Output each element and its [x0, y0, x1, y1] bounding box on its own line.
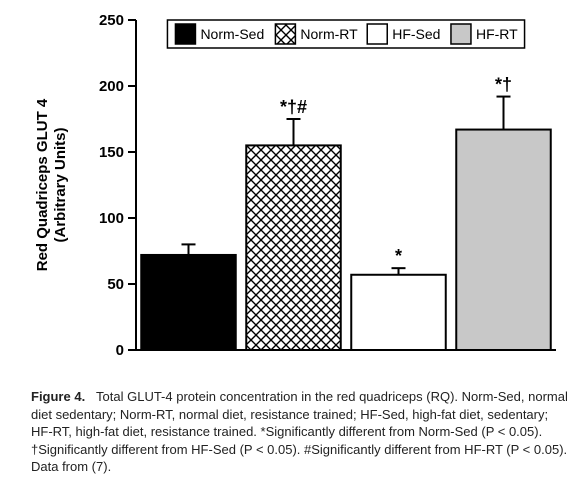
figure-caption: Figure 4. Total GLUT-4 protein concentra… — [31, 388, 571, 476]
annot-Norm-RT: *†# — [280, 97, 307, 117]
svg-text:(Arbitrary Units): (Arbitrary Units) — [52, 127, 69, 242]
svg-text:50: 50 — [107, 276, 124, 293]
legend-swatch — [175, 24, 195, 44]
bar-chart: 0 50 100 150 200 250 Red Quadriceps GLUT 4(Arb… — [31, 10, 571, 380]
chart-container: 0 50 100 150 200 250 Red Quadriceps GLUT 4(Arb… — [31, 10, 571, 380]
bar-Norm-Sed — [141, 255, 236, 350]
svg-text:150: 150 — [99, 144, 124, 161]
legend-swatch — [275, 24, 295, 44]
bar-HF-Sed — [351, 275, 446, 350]
legend-label: HF-RT — [476, 26, 518, 42]
svg-text:100: 100 — [99, 210, 124, 227]
legend-label: Norm-RT — [300, 26, 358, 42]
annot-HF-Sed: * — [395, 246, 402, 266]
figure-label: Figure 4. — [31, 389, 85, 404]
annot-HF-RT: *† — [495, 75, 512, 95]
legend-label: HF-Sed — [392, 26, 440, 42]
figure-caption-text: Total GLUT-4 protein concentration in th… — [31, 389, 568, 474]
bar-Norm-RT — [246, 145, 341, 350]
svg-text:Red Quadriceps GLUT 4: Red Quadriceps GLUT 4 — [34, 98, 51, 271]
svg-text:200: 200 — [99, 78, 124, 95]
legend-swatch — [367, 24, 387, 44]
svg-text:250: 250 — [99, 12, 124, 29]
legend-swatch — [451, 24, 471, 44]
svg-text:0: 0 — [116, 342, 124, 359]
bar-HF-RT — [456, 130, 551, 350]
legend-label: Norm-Sed — [200, 26, 264, 42]
